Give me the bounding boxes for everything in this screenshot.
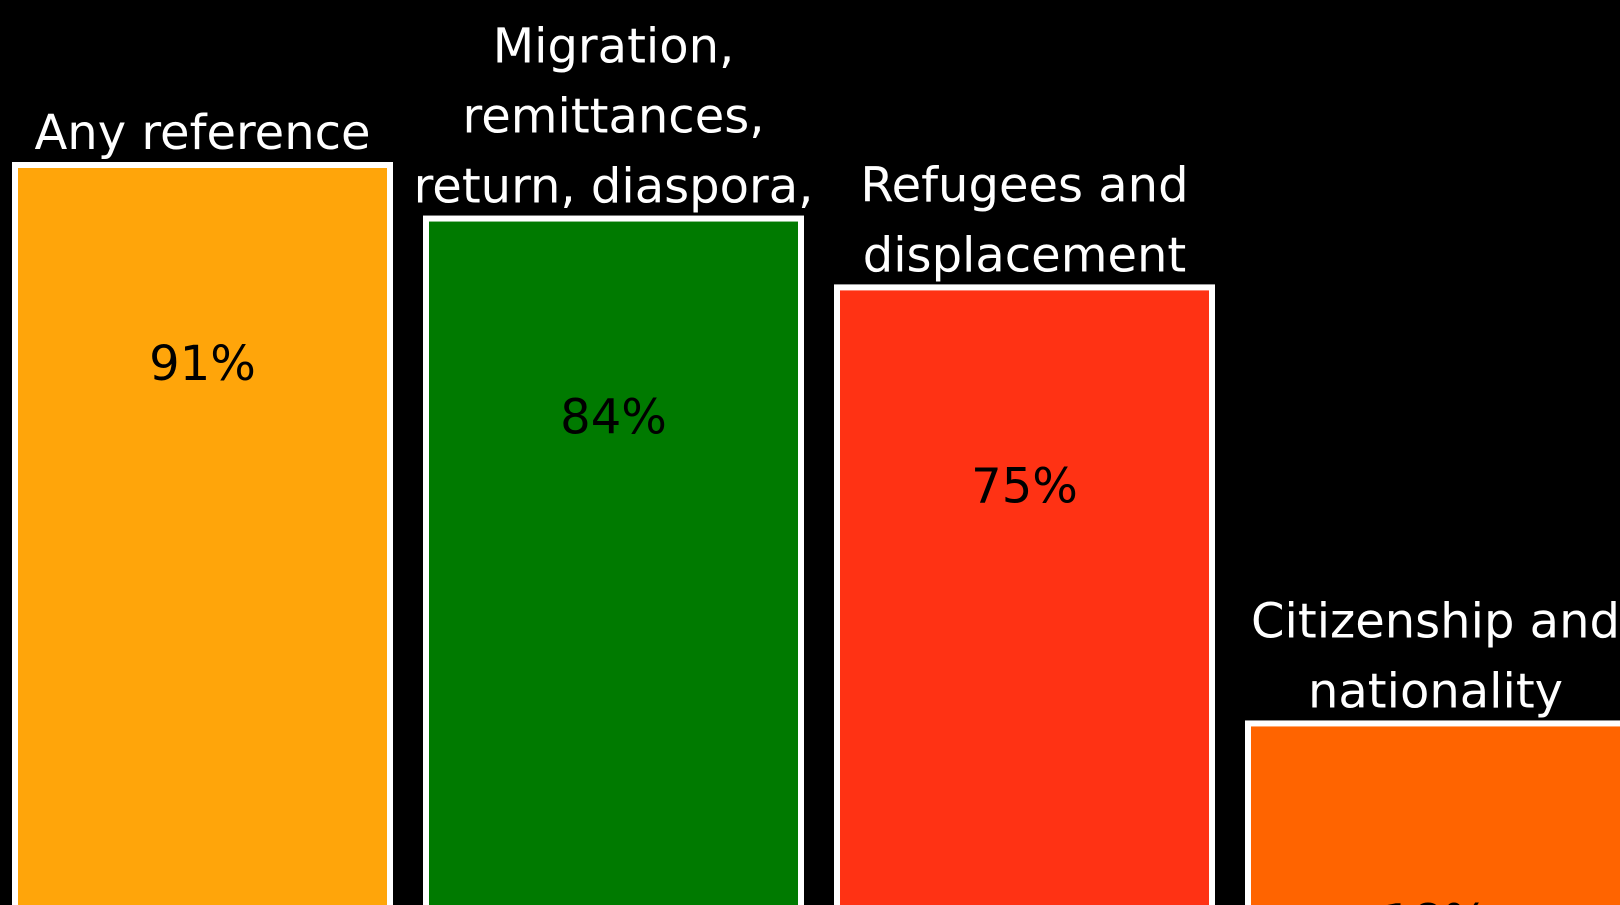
category-label-4: Citizenship and nationality (1251, 593, 1620, 719)
bar-1 (12, 162, 393, 905)
category-label-2: Migration, remittances, return, diaspora, (414, 19, 814, 215)
bar-3 (834, 284, 1215, 905)
category-label-3: Refugees and displacement (860, 157, 1188, 283)
value-label-1: 91% (149, 336, 256, 392)
value-label-2: 84% (560, 390, 667, 446)
bar-4 (1245, 720, 1620, 905)
bar-2 (423, 215, 804, 905)
category-label-1: Any reference (34, 105, 370, 161)
value-label-4: 18% (1382, 894, 1489, 905)
value-label-3: 75% (971, 458, 1078, 514)
